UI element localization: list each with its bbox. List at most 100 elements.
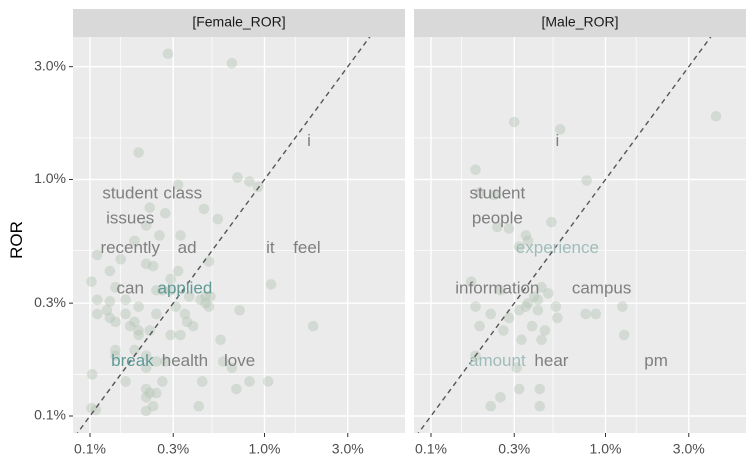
data-point — [172, 179, 184, 191]
data-point — [104, 265, 116, 277]
data-point — [187, 320, 199, 332]
data-point — [498, 325, 509, 336]
word-label: hear — [534, 351, 568, 370]
data-point — [115, 253, 127, 265]
word-label: amount — [469, 351, 526, 370]
word-label: feel — [293, 238, 320, 257]
data-point — [110, 316, 121, 328]
data-point — [513, 304, 525, 316]
data-point — [196, 376, 208, 387]
data-point — [536, 282, 547, 293]
data-point — [151, 356, 162, 367]
facet-panel-1: i student class issues recently ad it feel can ap… — [73, 9, 405, 457]
data-point — [546, 216, 557, 228]
word-label: i — [307, 131, 311, 150]
panel-background — [414, 37, 746, 433]
x-tick-label: 3.0% — [673, 441, 705, 457]
data-point — [183, 291, 195, 302]
data-point — [516, 334, 527, 346]
data-point — [198, 203, 210, 215]
data-point — [520, 230, 532, 241]
data-point — [226, 57, 238, 69]
word-label: issues — [106, 209, 154, 228]
data-point — [217, 356, 229, 367]
data-point — [133, 329, 144, 341]
data-point — [465, 276, 477, 287]
data-point — [165, 329, 176, 341]
data-point — [110, 344, 121, 356]
data-point — [542, 288, 554, 299]
x-tick-label: 0.3% — [498, 441, 530, 457]
data-point — [91, 249, 103, 261]
data-point — [550, 301, 562, 312]
data-point — [140, 258, 152, 270]
data-point — [165, 273, 176, 285]
data-point — [534, 400, 546, 412]
x-tick-label: 1.0% — [590, 441, 622, 457]
word-label: recently — [100, 238, 160, 257]
facet-strip-label: [Female_ROR] — [192, 14, 285, 30]
data-point — [91, 294, 103, 306]
data-point — [226, 362, 238, 374]
reference-line — [417, 37, 712, 433]
data-point — [104, 312, 116, 324]
data-point — [175, 329, 186, 341]
data-point — [147, 260, 159, 272]
data-point — [140, 383, 152, 395]
data-point — [181, 316, 193, 328]
data-point — [200, 297, 211, 309]
data-point — [157, 285, 168, 296]
data-point — [265, 279, 277, 290]
x-tick-label: 1.0% — [249, 441, 281, 457]
data-point — [581, 175, 592, 186]
panel-background — [73, 37, 405, 433]
y-tick-label: 3.0% — [34, 57, 66, 73]
data-point — [618, 329, 630, 341]
x-tick-label: 0.3% — [157, 441, 189, 457]
data-point — [215, 334, 226, 346]
data-point — [129, 235, 140, 247]
data-point — [193, 400, 205, 412]
data-point — [262, 376, 274, 387]
data-point — [554, 124, 566, 135]
data-point — [503, 312, 515, 324]
word-label: people — [472, 209, 523, 228]
data-point — [539, 325, 551, 336]
data-point — [110, 350, 121, 361]
word-label: break — [111, 351, 154, 370]
word-label: health — [162, 351, 208, 370]
data-point — [86, 402, 97, 414]
data-point — [157, 376, 168, 387]
x-tick-label: 0.1% — [415, 441, 447, 457]
data-point — [474, 187, 485, 198]
word-label: can — [117, 278, 144, 297]
word-label: applied — [158, 278, 213, 297]
facet-strip — [414, 9, 746, 37]
x-tick-label: 3.0% — [332, 441, 364, 457]
data-point — [133, 147, 144, 158]
data-point — [528, 291, 540, 302]
word-label: experience — [516, 238, 599, 257]
word-label: it — [266, 238, 275, 257]
data-point — [162, 48, 174, 60]
data-point — [508, 116, 520, 128]
data-point — [532, 304, 544, 316]
data-point — [140, 362, 152, 374]
panel-content: i student class issues recently ad it feel can ap… — [73, 37, 405, 433]
data-point — [179, 308, 191, 320]
data-point — [485, 400, 497, 412]
data-point — [144, 325, 156, 336]
data-point — [147, 400, 159, 412]
data-point — [151, 387, 162, 399]
data-point — [470, 164, 481, 176]
data-point — [234, 304, 245, 316]
data-point — [124, 320, 136, 332]
data-point — [231, 383, 242, 395]
data-point — [129, 316, 140, 328]
data-point — [101, 304, 113, 316]
data-point — [144, 387, 156, 399]
data-point — [244, 376, 255, 387]
word-label: student — [102, 183, 158, 202]
data-point — [120, 294, 131, 306]
